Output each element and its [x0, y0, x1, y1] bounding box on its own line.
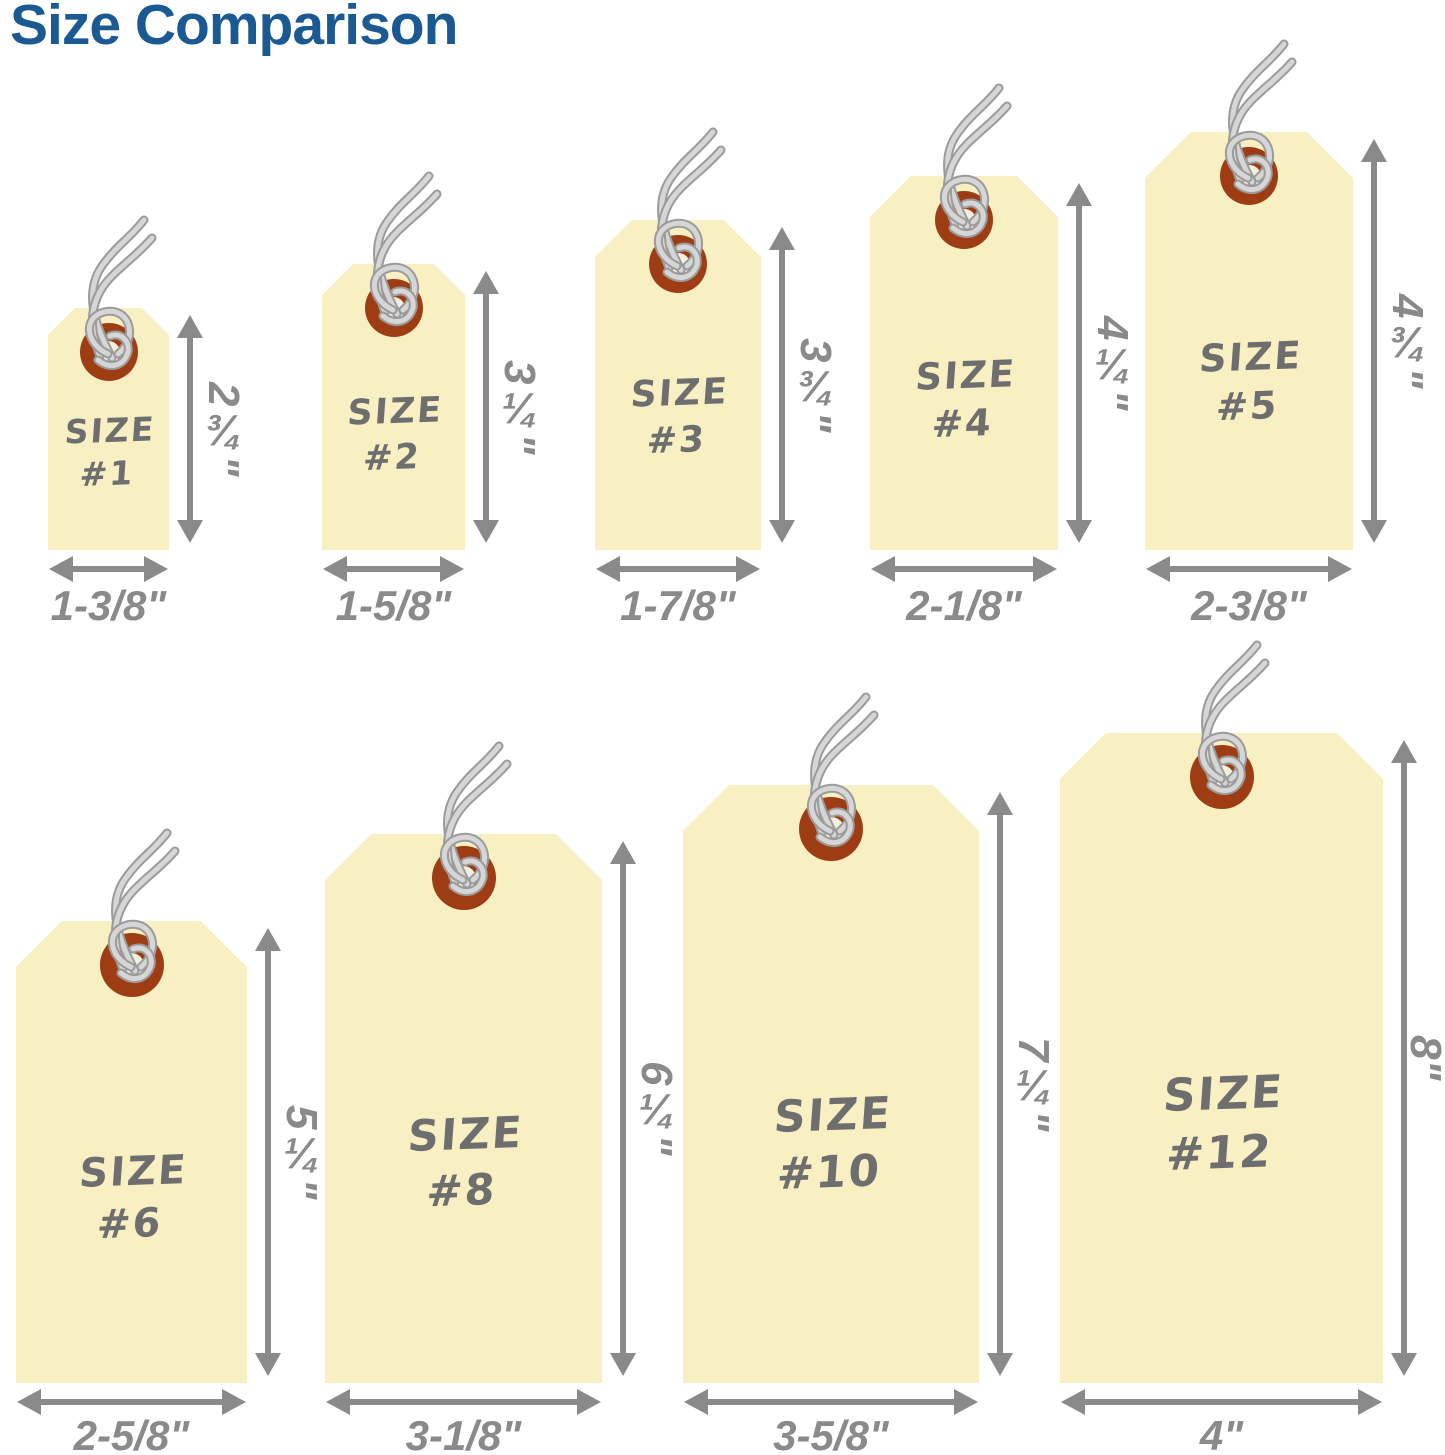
- tag-size-label-line2: #5: [1214, 383, 1280, 430]
- height-arrow-icon: [610, 841, 636, 1376]
- tag-12: [1060, 733, 1383, 1383]
- string-icon: [806, 692, 879, 848]
- string-icon: [1224, 39, 1297, 195]
- tag-8: [325, 834, 602, 1383]
- height-dimension-label: 5¼": [277, 1104, 326, 1200]
- width-arrow-icon: [49, 556, 168, 582]
- tag-size-label-line2: #1: [78, 452, 136, 494]
- tag-size-label-line2: #8: [424, 1164, 499, 1218]
- width-dimension-label: 2-3/8": [1191, 582, 1307, 629]
- width-arrow-icon: [1061, 1389, 1382, 1415]
- height-arrow-icon: [177, 315, 203, 543]
- height-dimension-label: 3¾": [791, 337, 840, 433]
- string-icon: [939, 83, 1012, 239]
- string-icon: [369, 171, 441, 327]
- height-dimension-label: 4¾": [1383, 293, 1432, 389]
- width-dimension-label: 3-5/8": [773, 1412, 889, 1455]
- string-icon: [107, 828, 179, 984]
- tag-size-label-line1: SIZE: [346, 390, 445, 434]
- width-arrow-icon: [596, 556, 760, 582]
- width-arrow-icon: [684, 1389, 978, 1415]
- tag-size-label: SIZE #5: [1142, 329, 1357, 435]
- tag-size-label: SIZE #3: [592, 368, 764, 468]
- tag-size-label-line1: SIZE: [629, 371, 731, 416]
- tag-size-label-line2: #2: [361, 436, 423, 479]
- height-arrow-icon: [987, 792, 1013, 1376]
- height-dimension-label: 8": [1401, 1035, 1445, 1081]
- tag-size-label: SIZE #12: [1056, 1059, 1387, 1188]
- tag-size-label-line1: SIZE: [913, 352, 1018, 399]
- height-arrow-icon: [255, 928, 281, 1376]
- string-icon: [439, 741, 511, 897]
- height-arrow-icon: [1361, 139, 1387, 543]
- height-arrow-icon: [1066, 183, 1092, 543]
- width-arrow-icon: [323, 556, 464, 582]
- width-dimension-label: 4": [1199, 1412, 1244, 1455]
- string-icon: [1197, 640, 1269, 796]
- width-arrow-icon: [1146, 556, 1352, 582]
- height-arrow-icon: [769, 227, 795, 543]
- tag-size-label-line2: #3: [645, 418, 708, 462]
- height-dimension-label: 3¼": [495, 359, 544, 455]
- width-dimension-label: 3-1/8": [405, 1412, 522, 1455]
- tag-size-label-line1: SIZE: [406, 1107, 526, 1163]
- tag-10: [683, 785, 979, 1383]
- height-arrow-icon: [1391, 740, 1417, 1376]
- tag-size-label: SIZE #10: [679, 1082, 983, 1207]
- tag-size-label: SIZE #8: [321, 1103, 606, 1225]
- width-arrow-icon: [326, 1389, 601, 1415]
- height-dimension-label: 2¾": [199, 381, 248, 477]
- string-icon: [84, 215, 156, 371]
- tag-size-label-line2: #4: [930, 401, 995, 447]
- tag-size-label: SIZE #1: [45, 408, 172, 498]
- tag-size-label-line2: #12: [1164, 1123, 1275, 1181]
- width-dimension-label: 2-5/8": [73, 1412, 190, 1455]
- width-dimension-label: 2-1/8": [906, 582, 1022, 629]
- width-dimension-label: 1-5/8": [335, 582, 452, 629]
- tag-size-label-line1: SIZE: [77, 1146, 189, 1197]
- tag-size-label: SIZE #4: [867, 349, 1062, 452]
- tag-6: [16, 921, 247, 1383]
- width-dimension-label: 1-3/8": [50, 582, 167, 629]
- width-arrow-icon: [871, 556, 1057, 582]
- height-dimension-label: 4¼": [1088, 315, 1137, 411]
- tag-size-label: SIZE #2: [319, 387, 468, 483]
- tag-size-label-line1: SIZE: [1197, 333, 1304, 381]
- string-icon: [653, 127, 726, 283]
- width-dimension-label: 1-7/8": [620, 582, 736, 629]
- tag-size-label-line2: #6: [95, 1199, 164, 1249]
- height-dimension-label: 6¼": [632, 1061, 681, 1156]
- tag-size-label-line2: #10: [775, 1145, 883, 1201]
- page-title: Size Comparison: [10, 0, 458, 57]
- tag-size-label-line1: SIZE: [772, 1087, 894, 1144]
- tag-size-label: SIZE #6: [12, 1142, 250, 1254]
- tag-size-label-line1: SIZE: [63, 409, 157, 452]
- height-arrow-icon: [473, 271, 499, 543]
- height-dimension-label: 7¼": [1009, 1036, 1058, 1132]
- width-arrow-icon: [17, 1389, 246, 1415]
